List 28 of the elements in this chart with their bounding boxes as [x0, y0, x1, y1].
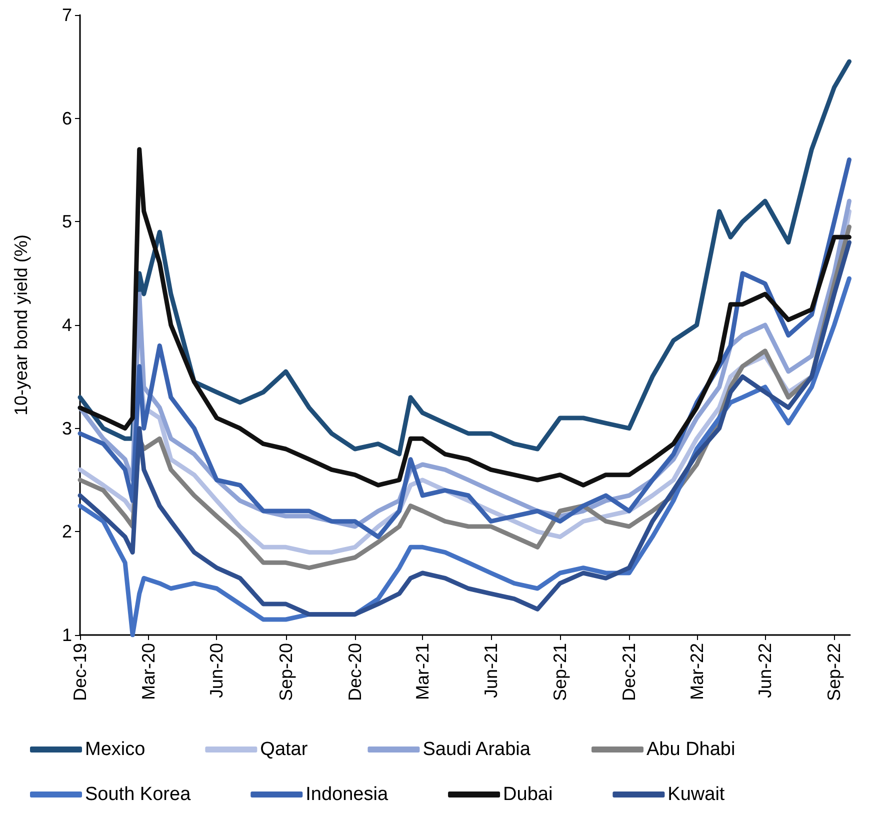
legend-label: Dubai	[503, 784, 553, 805]
y-tick-label: 5	[62, 212, 72, 232]
y-tick-label: 6	[62, 108, 72, 128]
x-tick-label: Sep-22	[824, 643, 844, 702]
y-axis-title: 10-year bond yield (%)	[11, 234, 31, 416]
y-tick-label: 1	[62, 625, 72, 645]
x-tick-label: Dec-19	[70, 643, 90, 702]
x-tick-label: Sep-20	[276, 643, 296, 702]
x-tick-label: Sep-21	[550, 643, 570, 702]
x-tick-label: Dec-21	[619, 643, 640, 702]
x-tick-label: Dec-20	[344, 643, 365, 702]
y-tick-label: 2	[62, 522, 72, 542]
legend-label: Qatar	[260, 739, 308, 760]
x-tick-label: Jun-20	[206, 643, 227, 698]
x-tick-label: Jun-21	[480, 643, 501, 698]
x-tick-label: Jun-22	[755, 643, 776, 698]
x-tick-label: Mar-21	[412, 643, 433, 700]
legend-label: Indonesia	[306, 784, 388, 805]
y-tick-label: 7	[62, 5, 72, 25]
legend-label: South Korea	[85, 784, 192, 805]
legend-label: Mexico	[85, 739, 146, 760]
y-tick-label: 3	[62, 418, 72, 438]
legend-label: Saudi Arabia	[422, 739, 531, 760]
legend-label: Kuwait	[668, 784, 726, 805]
x-tick-label: Mar-20	[138, 643, 158, 700]
x-tick-label: Mar-22	[686, 643, 707, 700]
legend-label: Abu Dhabi	[646, 739, 736, 760]
y-tick-label: 4	[62, 315, 72, 335]
